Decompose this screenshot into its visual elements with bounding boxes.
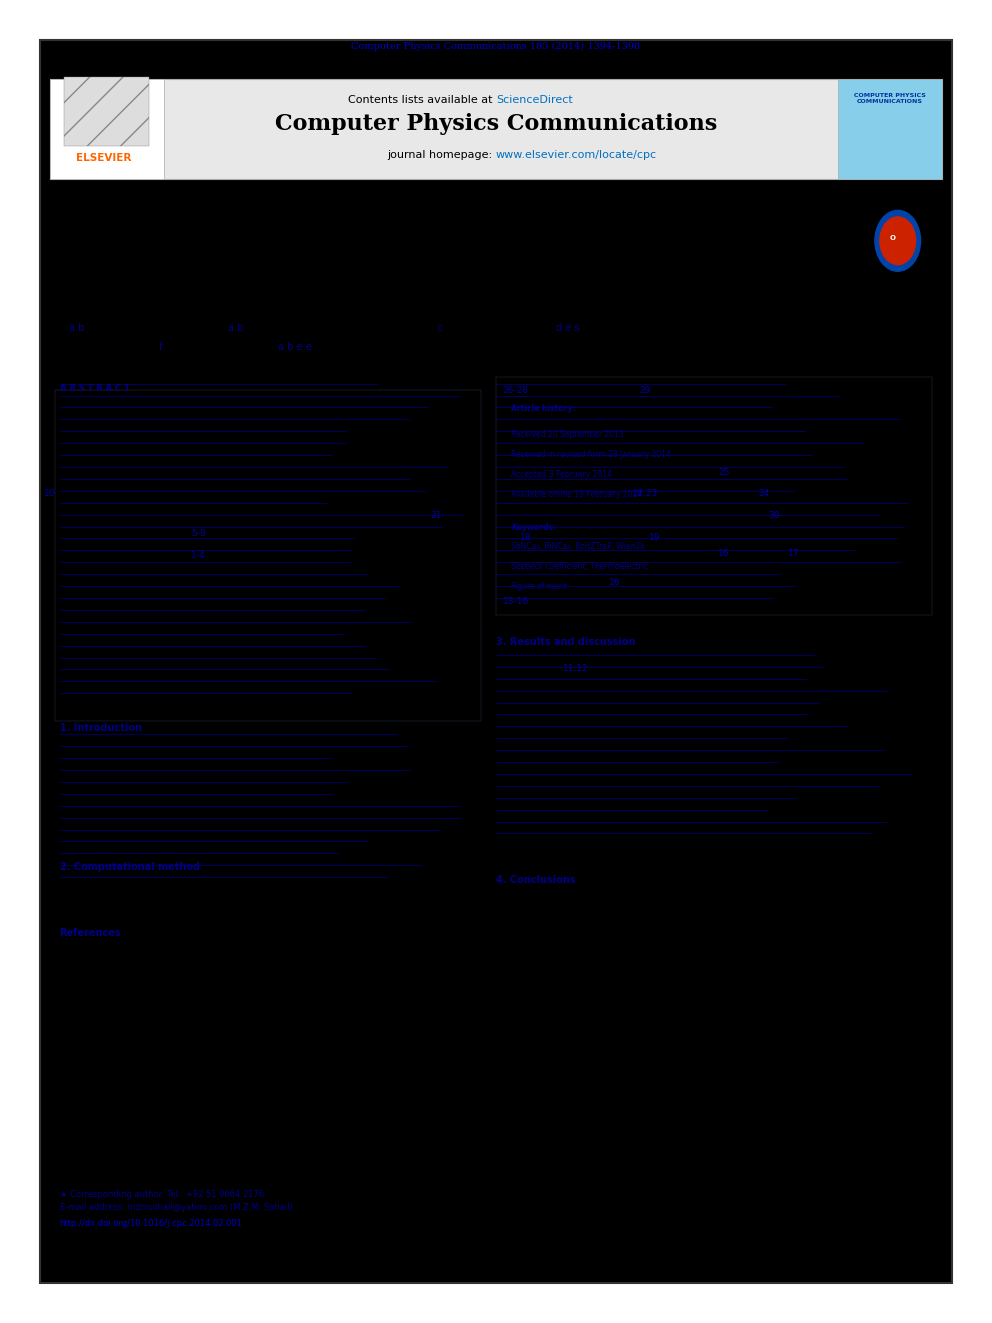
Circle shape bbox=[875, 210, 921, 271]
Text: 4. Conclusions: 4. Conclusions bbox=[496, 875, 575, 885]
Text: journal homepage:: journal homepage: bbox=[387, 149, 496, 160]
Text: a b: a b bbox=[69, 323, 84, 333]
Bar bbox=[64, 77, 149, 146]
Text: Received 20 September 2013: Received 20 September 2013 bbox=[511, 430, 624, 439]
Text: 3. Results and discussion: 3. Results and discussion bbox=[496, 636, 636, 647]
Text: 19: 19 bbox=[649, 533, 661, 541]
Text: Seebeck coefficient, Thermoelectric: Seebeck coefficient, Thermoelectric bbox=[511, 562, 648, 572]
Text: Accepted 3 February 2014: Accepted 3 February 2014 bbox=[511, 470, 612, 479]
Text: ScienceDirect: ScienceDirect bbox=[496, 95, 572, 106]
Text: A B S T R A C T: A B S T R A C T bbox=[60, 384, 129, 393]
Text: Computer Physics Communications: Computer Physics Communications bbox=[275, 112, 717, 135]
Circle shape bbox=[880, 217, 916, 265]
Text: 18: 18 bbox=[520, 533, 532, 541]
Text: 30: 30 bbox=[768, 512, 780, 520]
Text: 10: 10 bbox=[44, 490, 56, 497]
Text: http://dx.doi.org/10.1016/j.cpc.2014.02.001: http://dx.doi.org/10.1016/j.cpc.2014.02.… bbox=[60, 1218, 242, 1228]
Text: c: c bbox=[436, 323, 441, 333]
Text: 17: 17 bbox=[788, 549, 800, 557]
Text: 21: 21 bbox=[431, 512, 442, 520]
Text: 1-4: 1-4 bbox=[191, 552, 205, 560]
Text: Figure of merit: Figure of merit bbox=[511, 582, 567, 591]
Text: Computer Physics Communications 185 (2014) 1394-1398: Computer Physics Communications 185 (201… bbox=[351, 42, 641, 50]
Text: ELSEVIER: ELSEVIER bbox=[76, 152, 132, 163]
Text: SbNCa₃, BiNCa₃, BoltZTraP, Wien2k: SbNCa₃, BiNCa₃, BoltZTraP, Wien2k bbox=[511, 542, 645, 552]
Text: 24: 24 bbox=[758, 490, 770, 497]
Text: ★ Corresponding author. Tel.: +92 51 9064 2176.: ★ Corresponding author. Tel.: +92 51 906… bbox=[60, 1189, 266, 1199]
Bar bbox=[55, 390, 481, 721]
Text: Contents lists available at: Contents lists available at bbox=[348, 95, 496, 106]
Text: 22,23: 22,23 bbox=[632, 490, 658, 497]
Text: Article history:: Article history: bbox=[511, 404, 575, 413]
Text: Available online 19 February 2014: Available online 19 February 2014 bbox=[511, 490, 642, 499]
Text: f: f bbox=[159, 341, 162, 352]
Text: 2. Computational method: 2. Computational method bbox=[60, 861, 199, 872]
Text: Keywords:: Keywords: bbox=[511, 523, 557, 532]
Text: 26-28: 26-28 bbox=[503, 386, 529, 394]
Bar bbox=[50, 79, 942, 179]
Text: 5-9: 5-9 bbox=[191, 529, 205, 537]
Text: a b e e: a b e e bbox=[278, 341, 311, 352]
Text: 13-16: 13-16 bbox=[503, 598, 529, 606]
Bar bbox=[496, 377, 932, 615]
Text: COMPUTER PHYSICS
COMMUNICATIONS: COMPUTER PHYSICS COMMUNICATIONS bbox=[854, 93, 926, 103]
Text: 16: 16 bbox=[718, 549, 730, 557]
Text: www.elsevier.com/locate/cpc: www.elsevier.com/locate/cpc bbox=[496, 149, 657, 160]
Text: 11,12: 11,12 bbox=[562, 664, 588, 672]
Text: 29: 29 bbox=[639, 386, 651, 394]
Text: 25: 25 bbox=[718, 468, 730, 476]
Text: E-mail address: mzmsohail@yahoo.com (M.Z.M. Sohail).: E-mail address: mzmsohail@yahoo.com (M.Z… bbox=[60, 1203, 295, 1212]
Bar bbox=[838, 79, 942, 179]
Text: 16: 16 bbox=[609, 578, 621, 586]
Text: O: O bbox=[890, 235, 896, 241]
Text: d e s: d e s bbox=[556, 323, 579, 333]
Text: 1. Introduction: 1. Introduction bbox=[60, 722, 142, 733]
Text: References: References bbox=[60, 927, 121, 938]
Bar bbox=[50, 79, 164, 179]
Text: Received in revised form 28 January 2014: Received in revised form 28 January 2014 bbox=[511, 450, 671, 459]
Text: a b: a b bbox=[228, 323, 243, 333]
